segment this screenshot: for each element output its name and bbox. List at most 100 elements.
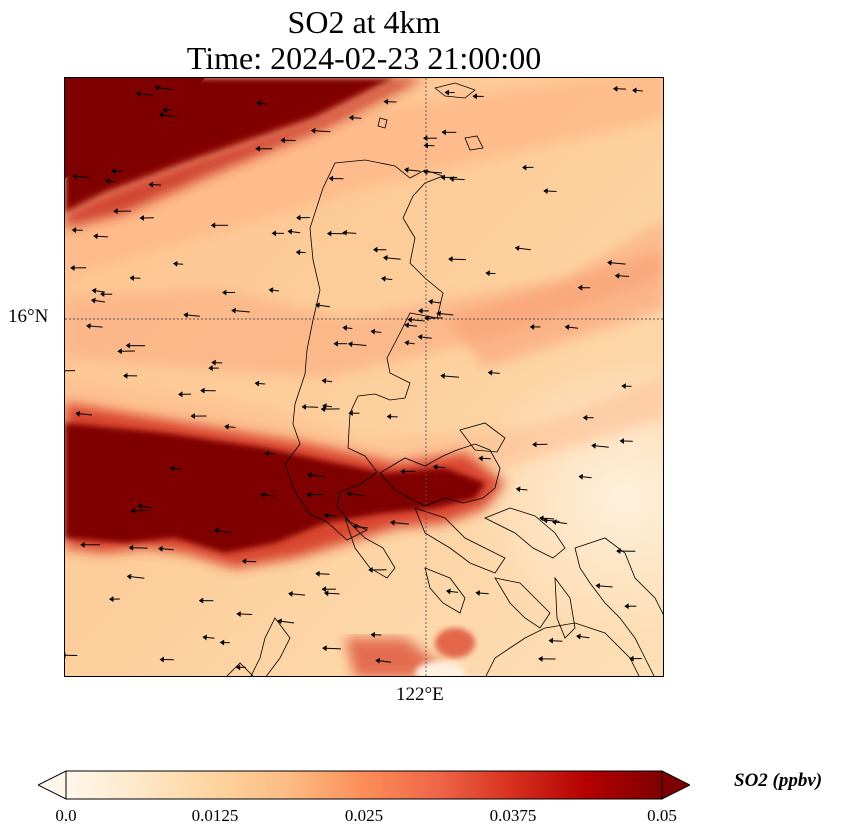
wind-arrow-head (475, 590, 480, 596)
wind-arrow-head (595, 583, 601, 589)
wind-arrow-head (440, 373, 445, 379)
wind-arrow-head (624, 603, 629, 610)
wind-arrow-head (90, 297, 96, 304)
wind-arrow-shaft (130, 576, 145, 579)
wind-arrow-head (93, 233, 98, 240)
wind-arrow-head (306, 472, 312, 478)
wind-arrow-shaft (546, 519, 560, 522)
wind-arrow-head (576, 633, 581, 640)
wind-arrow-shaft (599, 585, 613, 588)
wind-arrow-head (268, 287, 274, 294)
wind-arrow-head (315, 302, 320, 309)
wind-arrow-head (348, 410, 353, 417)
wind-arrow-shaft (158, 87, 173, 91)
wind-arrow-head (108, 596, 114, 603)
wind-arrow-head (404, 340, 410, 346)
wind-arrow-head (383, 255, 388, 261)
wind-arrow-shaft (350, 493, 364, 497)
colorbar-ramp (65, 770, 663, 800)
wind-arrow-head (441, 129, 446, 136)
wind-arrow-head (236, 611, 241, 617)
wind-arrow-head (370, 631, 376, 638)
wind-arrow-head (162, 106, 167, 113)
wind-arrow-head (347, 341, 353, 348)
wind-arrow-shaft (245, 560, 257, 563)
colorbar-tick-label: 0.025 (344, 806, 384, 825)
wind-arrow-head (578, 473, 583, 480)
wind-arrow-shaft (260, 102, 267, 105)
wind-arrow-head (542, 517, 548, 524)
wind-arrow-shaft (518, 247, 531, 251)
wind-arrow-head (221, 289, 227, 296)
gridlines (65, 78, 663, 676)
wind-arrow-shaft (379, 660, 392, 663)
wind-arrow-head (321, 586, 327, 593)
wind-arrow-shaft (314, 130, 331, 133)
wind-arrow-head (105, 178, 110, 185)
wind-arrow-shaft (97, 235, 108, 238)
wind-arrow-head (407, 316, 413, 323)
wind-arrow-head (219, 639, 225, 646)
wind-arrow-head (72, 173, 78, 180)
wind-arrow-head (296, 214, 301, 221)
wind-arrow-shaft (386, 257, 401, 260)
wind-arrow-head (260, 492, 265, 498)
colorbar-tick-label: 0.05 (647, 806, 677, 825)
wind-arrow-head (614, 273, 620, 279)
wind-arrow-shaft (228, 426, 236, 428)
wind-arrow-head (428, 298, 433, 305)
wind-vectors (65, 84, 643, 671)
wind-arrow-head (487, 369, 493, 376)
field-high-plume-north (65, 78, 425, 228)
wind-arrow-head (375, 657, 381, 664)
wind-arrow-head (333, 340, 338, 347)
wind-arrow-head (539, 515, 544, 522)
wind-arrow-shaft (555, 521, 568, 525)
field-moderate-bands (65, 78, 663, 478)
wind-arrow-head (632, 87, 637, 94)
wind-arrow-head (129, 275, 135, 281)
wind-arrow-head (310, 127, 316, 134)
wind-arrow-head (271, 230, 276, 237)
wind-arrow-shaft (325, 380, 333, 383)
wind-arrow-shaft (519, 488, 528, 491)
field-high-plume-south (65, 403, 505, 676)
wind-arrow-head (543, 188, 548, 194)
wind-arrow-head (213, 527, 219, 534)
wind-arrow-shaft (161, 548, 174, 551)
wind-arrow-shaft (426, 171, 442, 174)
wind-arrow-head (287, 228, 293, 235)
wind-arrow-head (436, 310, 442, 317)
lon-tick-label: 122°E (396, 684, 444, 705)
wind-arrow-head (440, 174, 445, 181)
wind-arrow-head (485, 270, 490, 277)
wind-arrow-head (315, 570, 320, 577)
wind-arrow-shaft (352, 117, 362, 119)
map-canvas (65, 78, 663, 676)
wind-arrow-head (177, 391, 183, 398)
wind-arrow-head (529, 323, 535, 330)
wind-arrow-head (130, 507, 135, 514)
wind-arrow-head (423, 168, 428, 175)
colorbar-label: SO2 (ppbv) (734, 770, 823, 791)
wind-arrow-head (172, 261, 178, 267)
wind-arrow-head (629, 655, 634, 662)
wind-arrow-head (383, 98, 389, 105)
wind-arrow-head (301, 403, 307, 410)
wind-arrow-head (86, 323, 91, 329)
wind-arrow-head (135, 90, 141, 97)
wind-arrow-shaft (95, 290, 105, 293)
wind-arrow-head (280, 137, 285, 144)
wind-arrow-head (404, 322, 410, 329)
wind-arrow-head (158, 545, 163, 552)
wind-arrow-shaft (351, 343, 367, 346)
wind-arrow-head (159, 656, 164, 663)
wind-arrow-shaft (479, 592, 489, 595)
wind-arrow-head (432, 464, 438, 470)
wind-arrow-head (577, 284, 583, 291)
wind-arrow-shaft (610, 262, 626, 265)
wind-arrow-shaft (407, 169, 421, 172)
wind-arrow-shaft (453, 178, 465, 181)
wind-arrow-head (254, 380, 260, 387)
wind-arrow-head (198, 597, 204, 604)
